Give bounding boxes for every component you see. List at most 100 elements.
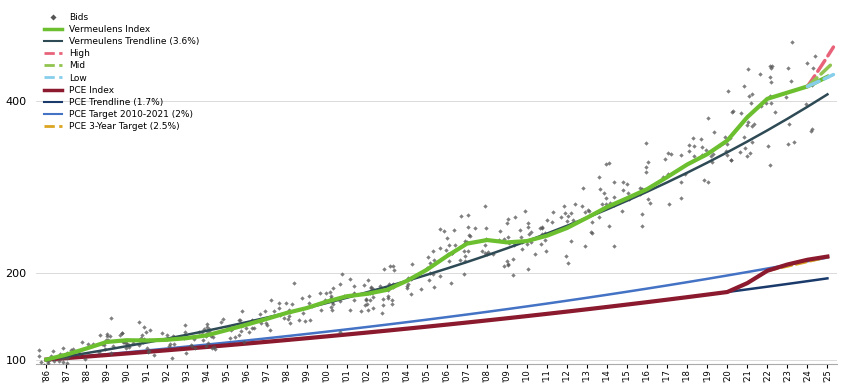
Point: [781, 141, 795, 147]
Point: [478, 250, 491, 256]
Point: [804, 128, 818, 134]
Point: [343, 307, 357, 314]
Point: [586, 219, 599, 225]
Point: [185, 343, 199, 349]
Point: [285, 301, 298, 307]
Point: [577, 185, 590, 191]
Point: [433, 226, 447, 232]
Point: [475, 248, 489, 254]
Point: [765, 79, 778, 85]
Point: [513, 227, 527, 233]
Point: [59, 352, 72, 358]
Point: [364, 285, 378, 291]
Point: [459, 238, 472, 244]
Point: [458, 248, 471, 254]
Point: [100, 333, 114, 340]
Point: [748, 121, 761, 127]
Point: [60, 360, 73, 366]
Point: [223, 327, 237, 333]
Point: [302, 293, 315, 299]
Point: [593, 214, 606, 220]
Point: [387, 263, 400, 269]
Point: [462, 212, 475, 218]
Point: [325, 293, 338, 299]
Point: [235, 307, 249, 314]
Point: [583, 208, 596, 214]
Point: [497, 263, 511, 269]
Point: [800, 60, 813, 66]
Point: [726, 107, 739, 114]
Point: [137, 339, 150, 345]
Point: [700, 147, 713, 153]
Point: [634, 185, 647, 191]
Point: [721, 152, 734, 158]
Point: [120, 345, 133, 352]
Point: [45, 353, 58, 359]
Point: [695, 144, 709, 150]
Point: [387, 267, 400, 273]
Point: [561, 213, 574, 219]
Point: [56, 359, 70, 365]
Point: [245, 318, 259, 324]
Point: [248, 326, 261, 332]
Point: [445, 250, 459, 256]
Point: [41, 360, 55, 366]
Point: [223, 335, 237, 341]
Point: [687, 142, 701, 149]
Point: [421, 265, 434, 271]
Point: [253, 311, 266, 317]
Point: [636, 211, 649, 218]
Point: [167, 334, 180, 340]
Point: [679, 171, 692, 178]
Point: [737, 83, 750, 89]
Point: [273, 300, 287, 307]
Point: [454, 257, 467, 263]
Point: [207, 344, 221, 350]
Point: [514, 234, 528, 241]
Point: [598, 190, 611, 196]
Point: [298, 317, 312, 324]
Point: [661, 150, 674, 156]
Point: [423, 260, 437, 266]
Point: [155, 329, 169, 336]
Point: [239, 321, 252, 327]
Point: [706, 151, 719, 157]
Point: [607, 194, 620, 200]
Point: [58, 353, 72, 360]
Point: [602, 159, 615, 166]
Point: [423, 270, 437, 277]
Point: [540, 217, 554, 223]
Point: [282, 307, 295, 313]
Point: [717, 140, 730, 146]
Point: [234, 322, 248, 329]
Point: [34, 359, 47, 365]
Point: [733, 149, 747, 155]
Point: [686, 134, 700, 140]
Point: [599, 161, 613, 168]
Point: [433, 245, 447, 251]
Point: [267, 308, 281, 314]
Point: [362, 277, 375, 283]
Point: [137, 336, 151, 342]
Point: [518, 208, 532, 215]
Point: [318, 297, 331, 303]
Point: [620, 180, 633, 187]
Point: [769, 109, 782, 115]
Point: [243, 329, 256, 336]
Point: [497, 236, 511, 242]
Point: [302, 300, 315, 306]
Point: [577, 209, 591, 215]
Point: [721, 140, 734, 147]
Point: [502, 261, 515, 267]
Point: [781, 64, 794, 71]
Point: [116, 339, 130, 345]
Point: [405, 261, 419, 267]
Point: [141, 345, 154, 351]
Point: [206, 334, 219, 340]
Point: [32, 371, 46, 378]
Point: [688, 153, 701, 159]
Point: [41, 357, 55, 364]
Point: [426, 248, 439, 254]
Point: [95, 340, 109, 346]
Point: [137, 338, 150, 344]
